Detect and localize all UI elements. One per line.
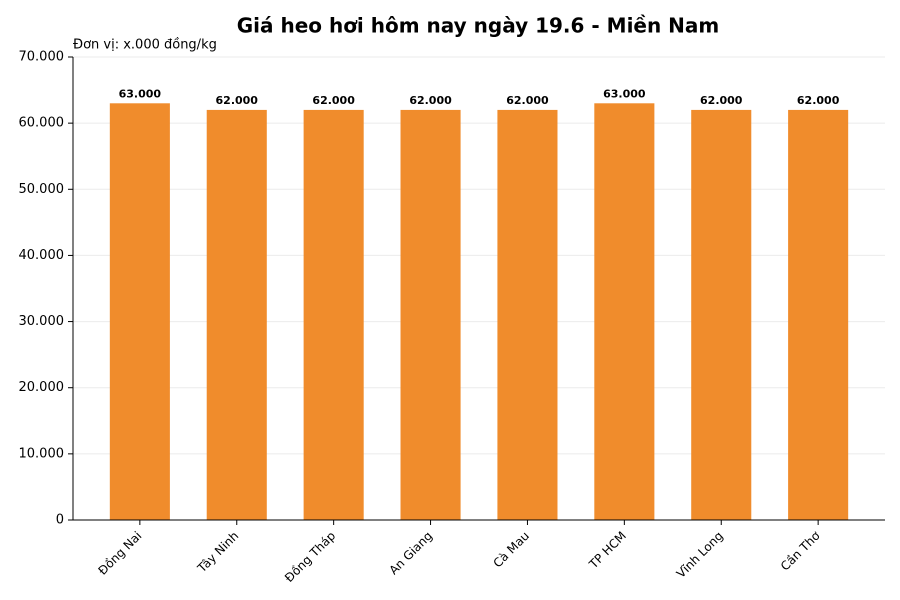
y-tick-label: 30.000 <box>19 314 65 329</box>
value-label: 62.000 <box>700 94 743 107</box>
value-label: 62.000 <box>409 94 452 107</box>
unit-label: Đơn vị: x.000 đồng/kg <box>73 38 217 53</box>
x-tick-label: Vĩnh Long <box>674 529 726 581</box>
y-tick-label: 60.000 <box>19 116 65 131</box>
value-label: 62.000 <box>312 94 355 107</box>
y-tick-label: 0 <box>56 513 64 528</box>
bar <box>788 109 849 521</box>
bar <box>691 109 752 521</box>
y-tick-label: 70.000 <box>19 50 65 65</box>
value-label: 62.000 <box>216 94 259 107</box>
bar <box>206 109 267 521</box>
bar <box>497 109 558 521</box>
y-tick-label: 20.000 <box>19 380 65 395</box>
bar <box>400 109 461 521</box>
chart-title: Giá heo hơi hôm nay ngày 19.6 - Miền Nam <box>237 14 720 38</box>
value-label: 62.000 <box>797 94 840 107</box>
x-tick-label: Cần Thơ <box>778 528 823 573</box>
value-label: 63.000 <box>119 87 162 100</box>
bar <box>594 103 655 521</box>
value-label: 62.000 <box>506 94 549 107</box>
x-tick-label: Đồng Tháp <box>282 529 338 585</box>
bar <box>109 103 170 521</box>
x-tick-label: An Giang <box>386 529 435 578</box>
x-tick-label: Tây Ninh <box>194 529 241 576</box>
y-tick-label: 50.000 <box>19 182 65 197</box>
x-tick-label: Đồng Nai <box>95 529 144 578</box>
value-label: 63.000 <box>603 87 646 100</box>
x-tick-label: Cà Mau <box>490 529 532 571</box>
bar <box>303 109 364 521</box>
y-tick-label: 40.000 <box>19 248 65 263</box>
x-tick-label: TP HCM <box>586 529 629 572</box>
y-tick-label: 10.000 <box>19 446 65 461</box>
